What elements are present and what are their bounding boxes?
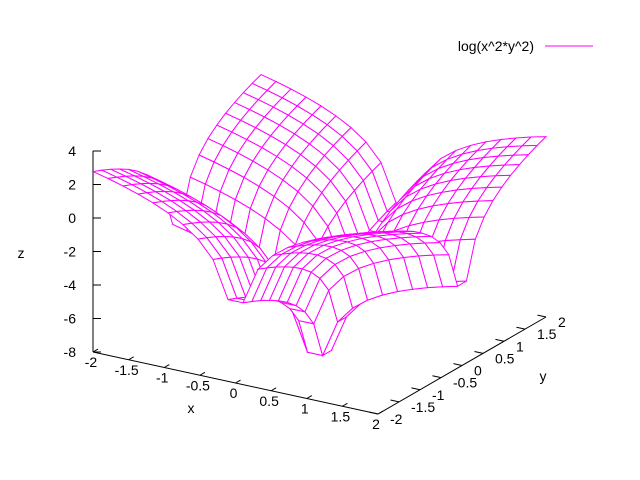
y-tick-label: -1 xyxy=(432,387,445,403)
x-tick xyxy=(163,364,170,368)
x-axis-label: x xyxy=(188,400,195,416)
y-tick-label: -1.5 xyxy=(411,399,435,415)
y-tick-label: 0.5 xyxy=(495,350,515,366)
axes-group xyxy=(92,150,547,415)
y-tick xyxy=(369,411,379,415)
surface-mesh xyxy=(91,74,548,357)
z-tick-label: -6 xyxy=(64,311,77,327)
x-tick-label: -1 xyxy=(156,370,169,386)
y-tick-label: -0.5 xyxy=(453,375,477,391)
x-tick xyxy=(342,402,348,407)
y-axis-label: y xyxy=(540,368,547,384)
legend-label: log(x^2*y^2) xyxy=(458,38,534,54)
y-tick xyxy=(453,363,463,366)
x-tick-label: 2 xyxy=(372,416,380,432)
y-tick-label: -2 xyxy=(390,411,403,427)
z-tick-label: -4 xyxy=(64,277,77,293)
y-tick-label: 1 xyxy=(516,338,524,354)
z-tick-label: 4 xyxy=(68,143,76,159)
x-tick xyxy=(306,395,313,399)
x-tick-label: -0.5 xyxy=(186,377,210,393)
surface-cell xyxy=(362,231,387,235)
y-tick-label: 1.5 xyxy=(537,326,557,342)
x-tick xyxy=(199,371,206,376)
z-axis-label: z xyxy=(18,245,25,261)
x-tick xyxy=(128,356,134,361)
y-tick xyxy=(495,338,505,342)
x-tick-label: -1.5 xyxy=(115,362,139,378)
y-tick xyxy=(474,351,484,354)
x-tick-label: 0 xyxy=(230,385,238,401)
y-tick xyxy=(411,387,421,391)
x-tick xyxy=(377,410,384,415)
x-tick-label: 1.5 xyxy=(331,408,351,424)
legend: log(x^2*y^2) xyxy=(458,38,593,54)
z-tick-label: 0 xyxy=(68,210,76,226)
x-tick-label: 1 xyxy=(301,401,309,417)
x-tick xyxy=(235,379,241,384)
z-tick-label: -8 xyxy=(64,344,77,360)
x-tick-label: -2 xyxy=(85,354,98,370)
y-tick xyxy=(537,314,547,318)
z-tick-label: -2 xyxy=(64,244,77,260)
tick-labels: -2 -1.5 -1 -0.5 0 0.5 1 1.5 2 -2-1.5-1-0.500.511.… xyxy=(64,143,566,432)
y-tick xyxy=(390,399,400,403)
x-tick xyxy=(270,387,277,392)
y-tick xyxy=(516,326,526,330)
y-tick-label: 0 xyxy=(474,363,482,379)
x-tick-label: 0.5 xyxy=(259,393,279,409)
z-tick-label: 2 xyxy=(68,177,76,193)
y-tick-label: 2 xyxy=(558,314,566,330)
y-tick xyxy=(432,375,442,379)
